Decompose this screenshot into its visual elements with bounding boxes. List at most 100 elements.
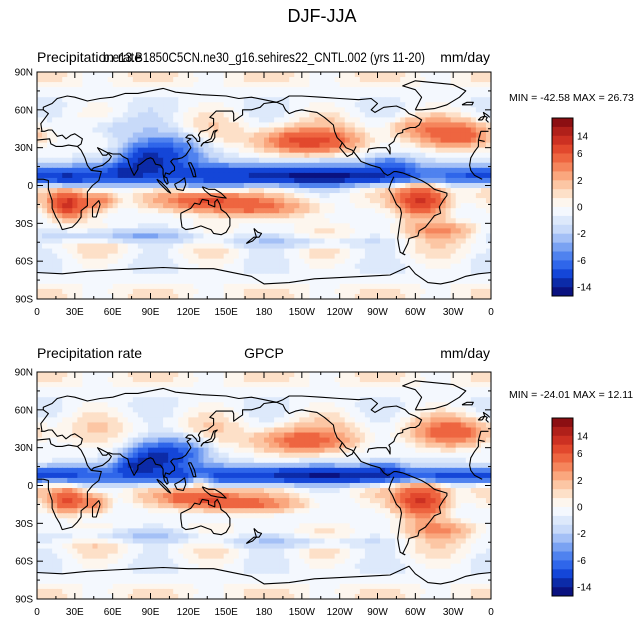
colorbar-swatch xyxy=(552,569,573,579)
x-tick-label: 60E xyxy=(104,307,122,318)
colorbar-label: -6 xyxy=(577,556,586,567)
coastline-18 xyxy=(253,528,263,538)
x-tick-label: 90W xyxy=(367,307,388,318)
colorbar-swatch xyxy=(552,162,573,172)
x-tick-label: 150W xyxy=(289,607,316,618)
y-tick-label: 90N xyxy=(15,368,33,379)
colorbar-swatch xyxy=(552,524,573,534)
panel-top-center-title: b.e13.B1850C5CN.ne30_g16.sehires22_CNTL.… xyxy=(103,49,425,65)
colorbar-swatch xyxy=(552,515,573,526)
y-tick-label: 30N xyxy=(15,443,33,454)
panel-top-coastlines xyxy=(37,80,491,285)
colorbar-swatch xyxy=(552,587,573,597)
panel-top-right-title: mm/day xyxy=(440,49,490,65)
colorbar-label: 2 xyxy=(577,176,583,187)
x-tick-label: 0 xyxy=(34,607,40,618)
y-tick-label: 60S xyxy=(15,557,33,568)
colorbar-swatch xyxy=(552,444,573,454)
x-tick-label: 120W xyxy=(327,607,354,618)
coastline-15 xyxy=(477,415,486,421)
colorbar-label: -14 xyxy=(577,283,592,294)
coastline-21 xyxy=(187,162,197,178)
y-tick-label: 90S xyxy=(15,595,33,606)
panel-bottom-minmax: MIN = -24.01 MAX = 12.11 xyxy=(509,389,633,401)
coastline-15 xyxy=(477,115,486,121)
y-tick-label: 30S xyxy=(15,219,33,230)
colorbar-swatch xyxy=(552,498,573,508)
colorbar-swatch xyxy=(552,144,573,154)
x-tick-label: 30W xyxy=(443,607,464,618)
colorbar-swatch xyxy=(552,278,573,288)
colorbar-swatch xyxy=(552,453,573,463)
coastline-0 xyxy=(40,387,277,432)
colorbar-swatch xyxy=(552,215,573,226)
coastline-8 xyxy=(90,401,277,485)
colorbar-swatch xyxy=(552,224,573,234)
coastline-12 xyxy=(201,186,227,199)
x-tick-label: 30E xyxy=(66,307,84,318)
colorbar-label: 2 xyxy=(577,476,583,487)
x-tick-label: 60W xyxy=(405,307,426,318)
x-tick-label: 0 xyxy=(34,307,40,318)
x-tick-label: 0 xyxy=(488,607,494,618)
colorbar-swatch xyxy=(552,260,573,270)
colorbar-swatch xyxy=(552,551,573,561)
colorbar-swatch xyxy=(552,180,573,190)
colorbar-label: 0 xyxy=(577,203,583,214)
x-tick-label: 60W xyxy=(405,607,426,618)
coastline-7 xyxy=(40,429,83,447)
colorbar-frame xyxy=(551,417,574,597)
colorbar-label: -6 xyxy=(577,256,586,267)
colorbar-frame xyxy=(551,117,574,297)
coastline-14 xyxy=(91,500,101,518)
panel-bottom-axes: 0 30E 60E 90E 120E 150E 180 150W 120W 90W 60W 30W 09… xyxy=(15,368,495,619)
panel-top-minmax: MIN = -42.58 MAX = 26.73 xyxy=(509,92,634,104)
panel-bottom: Precipitation rate GPCP mm/day 0 30E 60E 90… xyxy=(15,345,634,618)
x-tick-label: 90E xyxy=(142,307,160,318)
x-tick-label: 30W xyxy=(443,307,464,318)
colorbar-swatch xyxy=(552,435,573,445)
colorbar-swatch xyxy=(552,489,573,499)
coastline-17 xyxy=(461,101,474,106)
coastline-0 xyxy=(477,130,489,141)
coastline-4 xyxy=(276,95,423,155)
coastline-13 xyxy=(200,429,218,447)
x-tick-label: 180 xyxy=(256,607,273,618)
colorbar-swatch xyxy=(552,480,573,490)
coastline-2 xyxy=(388,476,406,556)
coastline-8 xyxy=(90,101,277,185)
coastline-2 xyxy=(388,176,406,256)
colorbar-swatch xyxy=(552,560,573,570)
panel-bottom-coastlines xyxy=(37,380,491,585)
coastline-6 xyxy=(37,138,102,231)
colorbar-swatch xyxy=(552,189,573,199)
colorbar-label: 6 xyxy=(577,449,583,460)
coastline-0 xyxy=(40,87,277,132)
coastline-6 xyxy=(469,140,483,180)
coastline-17 xyxy=(461,401,474,406)
panel-bottom-right-title: mm/day xyxy=(440,345,490,361)
coastline-0 xyxy=(477,430,489,441)
coastline-6 xyxy=(478,139,485,142)
coastline-5 xyxy=(402,80,467,111)
x-tick-label: 30E xyxy=(66,607,84,618)
panel-bottom-field xyxy=(37,372,491,599)
panel-top-field xyxy=(37,72,491,299)
coastline-16 xyxy=(482,411,491,423)
colorbar-swatch xyxy=(552,269,573,279)
colorbar-swatch xyxy=(552,118,573,128)
colorbar-swatch xyxy=(552,533,573,543)
colorbar-swatch xyxy=(552,287,573,297)
colorbar-label: 0 xyxy=(577,503,583,514)
coastline-6 xyxy=(37,438,102,531)
y-tick-label: 60N xyxy=(15,405,33,416)
x-tick-label: 150E xyxy=(214,607,238,618)
coastline-11 xyxy=(174,477,187,492)
y-tick-label: 30S xyxy=(15,519,33,530)
figure-title: DJF-JJA xyxy=(288,6,357,26)
colorbar-label: -14 xyxy=(577,583,592,594)
panel-top: Precipitation rate b.e13.B1850C5CN.ne30_… xyxy=(15,49,634,318)
panel-top-axes: 0 30E 60E 90E 120E 150E 180 150W 120W 90W 60W 30W 09… xyxy=(15,68,495,319)
panel-top-left-title: Precipitation rate xyxy=(37,49,142,65)
